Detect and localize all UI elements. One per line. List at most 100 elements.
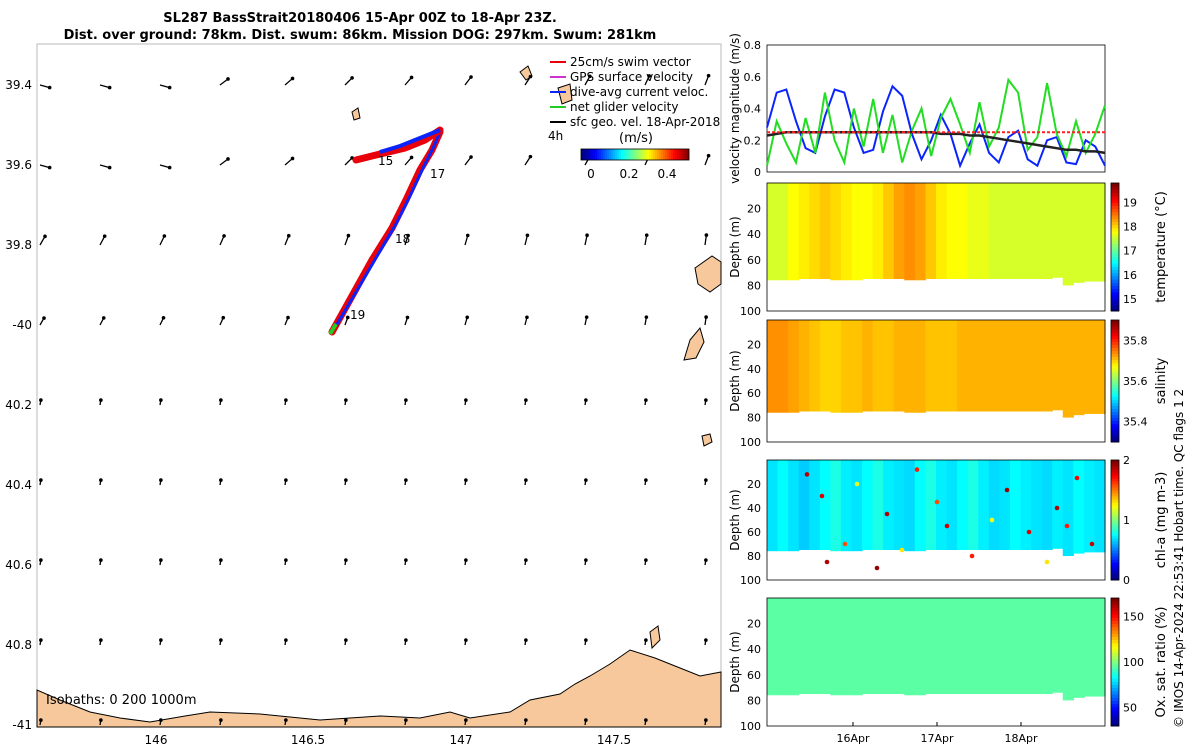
current-arrow-head-78 xyxy=(344,558,348,562)
heat-col-4-11 xyxy=(883,598,895,694)
heat-col-4-2 xyxy=(788,598,800,696)
heatmap-frame-3 xyxy=(766,459,1106,581)
isobaths-label: Isobaths: 0 200 1000m xyxy=(46,693,197,708)
heat-col-3-21 xyxy=(988,460,1000,550)
heat-cbar-seg-4-12 xyxy=(1111,684,1119,689)
lat-tick-2: 39.8 xyxy=(5,238,32,252)
heat-cbar-seg-4-0 xyxy=(1111,722,1119,727)
heat-ytick-2-0: 20 xyxy=(747,338,761,351)
chl-dot-9 xyxy=(1054,505,1060,511)
legend-label-4: sfc geo. vel. 18-Apr-2018 xyxy=(570,115,720,129)
cbar-seg-40 xyxy=(661,149,664,160)
heat-cbar-seg-2-11 xyxy=(1111,405,1119,409)
heat-col-2-0 xyxy=(767,320,779,413)
title-line-2: Dist. over ground: 78km. Dist. swum: 86k… xyxy=(63,28,657,43)
chart-title: SL287 BassStrait20180406 15-Apr 00Z to 1… xyxy=(0,10,720,44)
current-arrow-head-105 xyxy=(524,718,528,722)
cbar-seg-17 xyxy=(615,149,618,160)
heat-cbar-tick-2-1: 35.6 xyxy=(1123,375,1148,388)
heat-cbar-seg-1-24 xyxy=(1111,231,1119,235)
heat-cbar-seg-2-5 xyxy=(1111,423,1119,428)
heat-col-4-6 xyxy=(830,598,842,696)
heat-cbar-seg-4-17 xyxy=(1111,668,1119,673)
current-arrow-head-2 xyxy=(107,85,112,90)
heat-cbar-seg-1-20 xyxy=(1111,243,1119,248)
current-arrow-head-56 xyxy=(464,398,468,402)
heat-cbar-seg-1-4 xyxy=(1111,295,1119,299)
heat-cbar-seg-4-25 xyxy=(1111,642,1119,647)
current-arrow-head-107 xyxy=(644,718,648,722)
track-start-green xyxy=(328,322,338,336)
heat-cbar-seg-4-8 xyxy=(1111,697,1119,701)
heatmap-frame-1 xyxy=(766,182,1106,312)
heat-col-1-2 xyxy=(788,183,800,281)
current-arrow-head-49 xyxy=(39,398,43,402)
cbar-seg-3 xyxy=(587,149,590,160)
heat-cbar-seg-3-17 xyxy=(1111,526,1119,530)
map-colorbar: (m/s) 0 0.2 0.4 xyxy=(580,131,690,181)
current-arrow-head-88 xyxy=(219,638,223,642)
heat-ytick-4-4: 100 xyxy=(740,720,761,733)
lon-tick-1: 146.5 xyxy=(291,733,325,747)
current-arrow-head-27 xyxy=(162,234,167,238)
heat-cbar-seg-3-12 xyxy=(1111,541,1119,545)
heat-col-2-1 xyxy=(777,320,789,413)
heat-cbar-tick-1-3: 18 xyxy=(1123,220,1137,233)
current-arrow-head-51 xyxy=(159,398,163,402)
heat-col-3-8 xyxy=(851,460,863,552)
current-arrow-head-73 xyxy=(39,558,43,562)
heat-cbar-seg-1-5 xyxy=(1111,291,1119,296)
heat-cbar-seg-4-6 xyxy=(1111,703,1119,708)
island-1 xyxy=(683,326,705,361)
current-arrow-head-89 xyxy=(284,638,288,642)
heat-cbar-tick-1-1: 16 xyxy=(1123,269,1137,282)
heat-cbar-seg-3-38 xyxy=(1111,463,1119,467)
xtick-label-1: 17Apr xyxy=(920,732,954,745)
lat-tick-labels: 39.4 39.6 39.8 -40 40.2 40.4 40.6 40.8 -41 xyxy=(5,78,32,732)
heat-cbar-seg-3-23 xyxy=(1111,508,1119,512)
map-land xyxy=(36,65,722,728)
heat-cbar-seg-3-21 xyxy=(1111,514,1119,518)
heat-ytick-3-1: 40 xyxy=(747,502,761,515)
heat-col-3-3 xyxy=(798,460,810,550)
cbar-seg-19 xyxy=(619,149,622,160)
cbar-seg-21 xyxy=(623,149,626,160)
heat-cbar-seg-4-18 xyxy=(1111,665,1119,669)
heat-col-3-18 xyxy=(957,460,969,550)
heat-cbar-seg-1-9 xyxy=(1111,279,1119,283)
heat-cbar-seg-4-10 xyxy=(1111,690,1119,695)
lon-tick-2: 147 xyxy=(450,733,473,747)
heat-cbar-label-3: chl-a (mg m-3) xyxy=(1154,472,1169,569)
heat-cbar-seg-1-0 xyxy=(1111,307,1119,312)
lat-tick-7: 40.8 xyxy=(5,638,32,652)
cbar-seg-50 xyxy=(681,149,684,160)
heat-col-3-5 xyxy=(819,460,831,550)
current-arrow-head-65 xyxy=(284,478,288,482)
heat-ytick-4-2: 60 xyxy=(747,669,761,682)
heat-col-2-20 xyxy=(978,320,990,412)
heat-col-4-5 xyxy=(819,598,831,694)
heat-cbar-seg-2-30 xyxy=(1111,347,1119,351)
heat-cbar-seg-2-9 xyxy=(1111,411,1119,416)
current-arrow-head-59 xyxy=(644,398,648,402)
heat-col-1-28 xyxy=(1062,183,1074,286)
heat-cbar-seg-4-37 xyxy=(1111,604,1119,609)
current-arrow-head-10 xyxy=(588,74,592,79)
cbar-seg-53 xyxy=(687,149,690,160)
current-arrow-head-100 xyxy=(219,718,223,722)
heat-cbar-seg-4-36 xyxy=(1111,607,1119,612)
heat-cbar-seg-1-10 xyxy=(1111,275,1119,280)
heat-cbar-seg-1-35 xyxy=(1111,195,1119,200)
vel-ytick-0: 0 xyxy=(754,166,761,179)
heat-cbar-tick-2-0: 35.4 xyxy=(1123,416,1148,429)
heat-cbar-seg-1-33 xyxy=(1111,202,1119,206)
heat-col-4-29 xyxy=(1073,598,1085,698)
island-5 xyxy=(351,107,361,121)
current-arrow-head-14 xyxy=(107,165,112,170)
heat-col-3-1 xyxy=(777,460,789,552)
heat-cbar-seg-4-7 xyxy=(1111,700,1119,705)
heat-ytick-3-3: 80 xyxy=(747,550,761,563)
lat-tick-0: 39.4 xyxy=(5,78,32,92)
current-arrow-head-99 xyxy=(159,718,163,722)
